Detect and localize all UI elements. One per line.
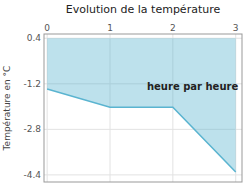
chart-container: 0.4 -1.2 -2.8 -4.4 0 1 2 3 Evolution de la tempé… xyxy=(0,0,250,188)
grid-line-y xyxy=(44,174,242,175)
chart-svg: 0.4 -1.2 -2.8 -4.4 0 1 2 3 Evolution de la tempé… xyxy=(0,0,250,188)
area xyxy=(47,38,236,172)
x-tick-label: 2 xyxy=(170,23,176,33)
y-tick-label: -4.4 xyxy=(23,170,41,180)
x-tick-label: 1 xyxy=(107,23,113,33)
y-axis-label: Température en °C xyxy=(2,66,12,152)
plot-marks xyxy=(47,38,236,172)
x-tick-label: 3 xyxy=(233,23,239,33)
plot-background xyxy=(44,34,242,182)
x-tick-label: 0 xyxy=(44,23,50,33)
y-tick-label: 0.4 xyxy=(27,33,42,43)
annotation: heure par heure xyxy=(147,81,238,92)
plot-frame xyxy=(44,34,242,182)
y-tick-label: -1.2 xyxy=(23,79,41,89)
y-tick-label: -2.8 xyxy=(23,124,41,134)
line xyxy=(47,89,236,172)
title: Evolution de la température xyxy=(66,3,221,16)
